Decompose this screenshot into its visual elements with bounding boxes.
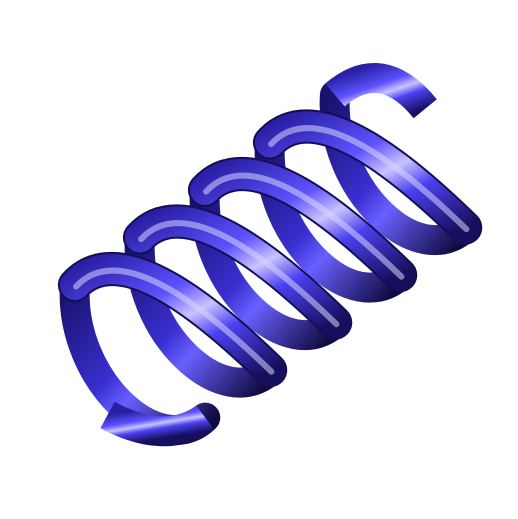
coil-highlight	[203, 172, 405, 280]
spring-front-loops	[57, 109, 483, 388]
coil-highlight	[138, 220, 340, 328]
spring-start-tail	[100, 401, 215, 447]
coil-highlight	[268, 125, 470, 233]
spring-end-caps	[100, 63, 437, 447]
spring-end-tail	[325, 63, 437, 119]
coil-highlight	[73, 267, 275, 375]
